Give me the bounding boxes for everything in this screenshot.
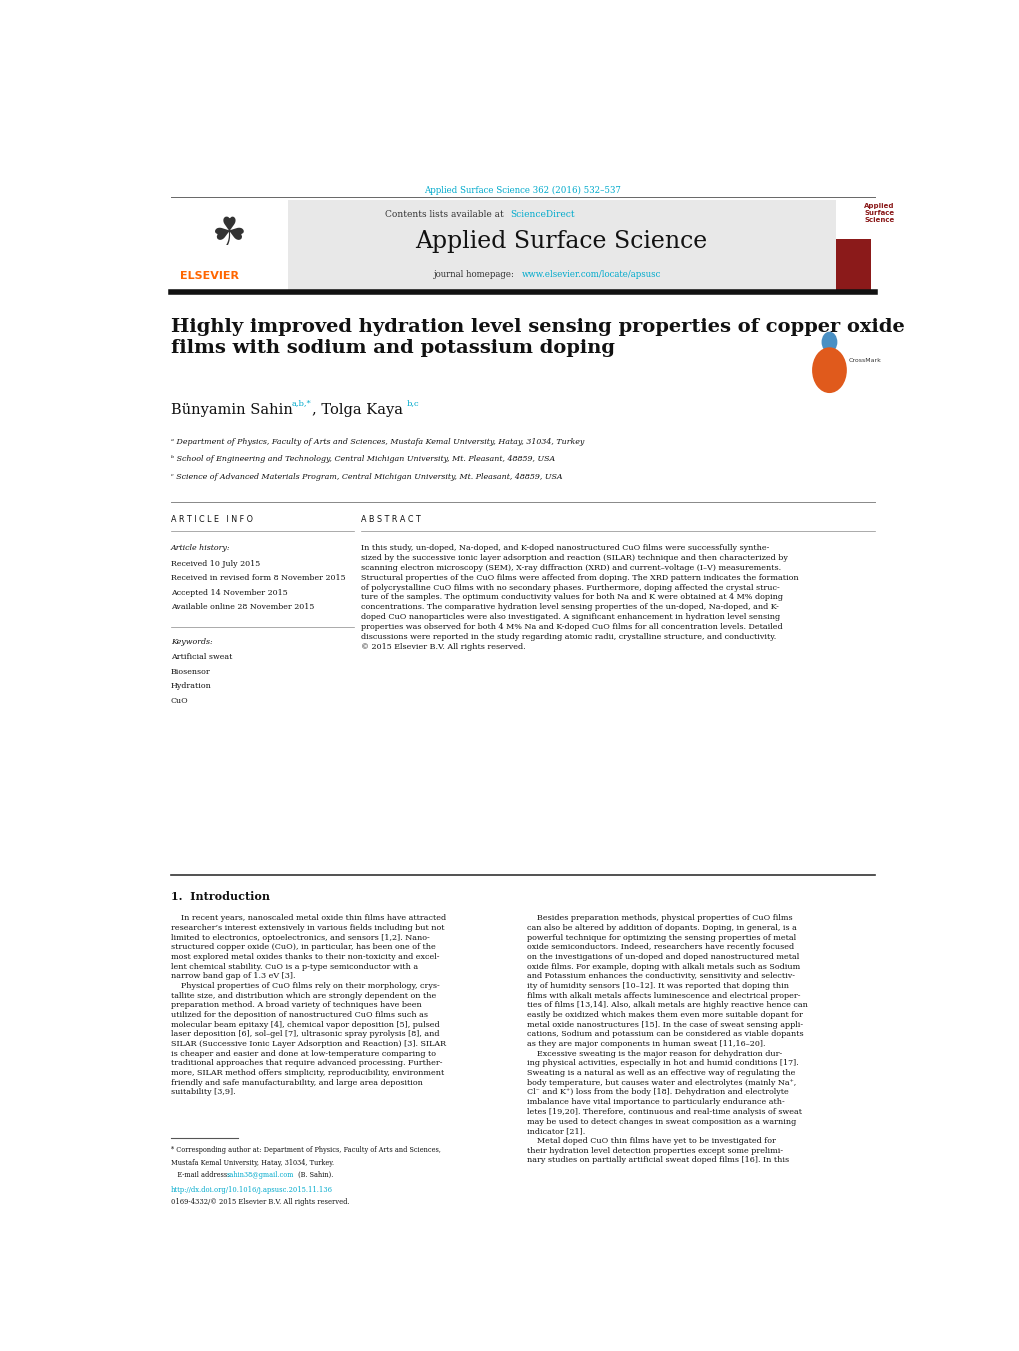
Text: * Corresponding author at: Department of Physics, Faculty of Arts and Sciences,: * Corresponding author at: Department of… <box>171 1146 440 1154</box>
Text: CrossMark: CrossMark <box>848 358 880 363</box>
Text: Hydration: Hydration <box>171 682 212 690</box>
Text: , Tolga Kaya: , Tolga Kaya <box>312 404 403 417</box>
Text: ᵇ School of Engineering and Technology, Central Michigan University, Mt. Pleasan: ᵇ School of Engineering and Technology, … <box>171 455 554 463</box>
Text: Keywords:: Keywords: <box>171 638 212 646</box>
Text: Bünyamin Sahin: Bünyamin Sahin <box>171 404 292 417</box>
Text: Contents lists available at: Contents lists available at <box>384 209 505 219</box>
Bar <box>171 200 287 290</box>
Text: Highly improved hydration level sensing properties of copper oxide
films with so: Highly improved hydration level sensing … <box>171 319 904 357</box>
Text: A R T I C L E   I N F O: A R T I C L E I N F O <box>171 515 253 524</box>
Circle shape <box>820 332 837 353</box>
Text: A B S T R A C T: A B S T R A C T <box>361 515 420 524</box>
Text: Received in revised form 8 November 2015: Received in revised form 8 November 2015 <box>171 574 345 582</box>
Text: (B. Sahin).: (B. Sahin). <box>296 1171 333 1179</box>
Text: Applied Surface Science 362 (2016) 532–537: Applied Surface Science 362 (2016) 532–5… <box>424 186 621 195</box>
Text: www.elsevier.com/locate/apsusc: www.elsevier.com/locate/apsusc <box>522 270 660 278</box>
Text: CuO: CuO <box>171 697 189 705</box>
Text: Accepted 14 November 2015: Accepted 14 November 2015 <box>171 589 287 597</box>
Text: 1.  Introduction: 1. Introduction <box>171 892 270 902</box>
Text: journal homepage:: journal homepage: <box>434 270 518 278</box>
Text: Artificial sweat: Artificial sweat <box>171 653 232 661</box>
Bar <box>287 200 835 290</box>
Text: ᶜ Science of Advanced Materials Program, Central Michigan University, Mt. Pleasa: ᶜ Science of Advanced Materials Program,… <box>171 473 562 481</box>
Text: ScienceDirect: ScienceDirect <box>510 209 574 219</box>
Text: Applied Surface Science: Applied Surface Science <box>415 230 707 253</box>
Text: Besides preparation methods, physical properties of CuO films
can also be altere: Besides preparation methods, physical pr… <box>526 915 807 1165</box>
Text: Article history:: Article history: <box>171 544 230 553</box>
Text: In this study, un-doped, Na-doped, and K-doped nanostructured CuO films were suc: In this study, un-doped, Na-doped, and K… <box>361 544 798 651</box>
Text: Available online 28 November 2015: Available online 28 November 2015 <box>171 603 314 611</box>
Text: sahin38@gmail.com: sahin38@gmail.com <box>226 1171 293 1179</box>
Text: Mustafa Kemal University, Hatay, 31034, Turkey.: Mustafa Kemal University, Hatay, 31034, … <box>171 1159 334 1167</box>
Text: ELSEVIER: ELSEVIER <box>180 270 239 281</box>
Text: 0169-4332/© 2015 Elsevier B.V. All rights reserved.: 0169-4332/© 2015 Elsevier B.V. All right… <box>171 1198 350 1206</box>
Text: http://dx.doi.org/10.1016/j.apsusc.2015.11.136: http://dx.doi.org/10.1016/j.apsusc.2015.… <box>171 1186 332 1194</box>
Text: a,b,*: a,b,* <box>290 400 311 407</box>
Text: ᵃ Department of Physics, Faculty of Arts and Sciences, Mustafa Kemal University,: ᵃ Department of Physics, Faculty of Arts… <box>171 438 584 446</box>
Text: Received 10 July 2015: Received 10 July 2015 <box>171 559 260 567</box>
Text: E-mail address:: E-mail address: <box>171 1171 231 1179</box>
Text: Applied
Surface
Science: Applied Surface Science <box>863 203 894 223</box>
Text: Biosensor: Biosensor <box>171 667 211 676</box>
Text: b,c: b,c <box>407 400 419 407</box>
Circle shape <box>811 347 846 393</box>
Bar <box>835 200 870 290</box>
Text: In recent years, nanoscaled metal oxide thin films have attracted
researcher’s i: In recent years, nanoscaled metal oxide … <box>171 915 445 1097</box>
Text: ☘: ☘ <box>212 215 247 253</box>
Bar <box>835 200 870 239</box>
